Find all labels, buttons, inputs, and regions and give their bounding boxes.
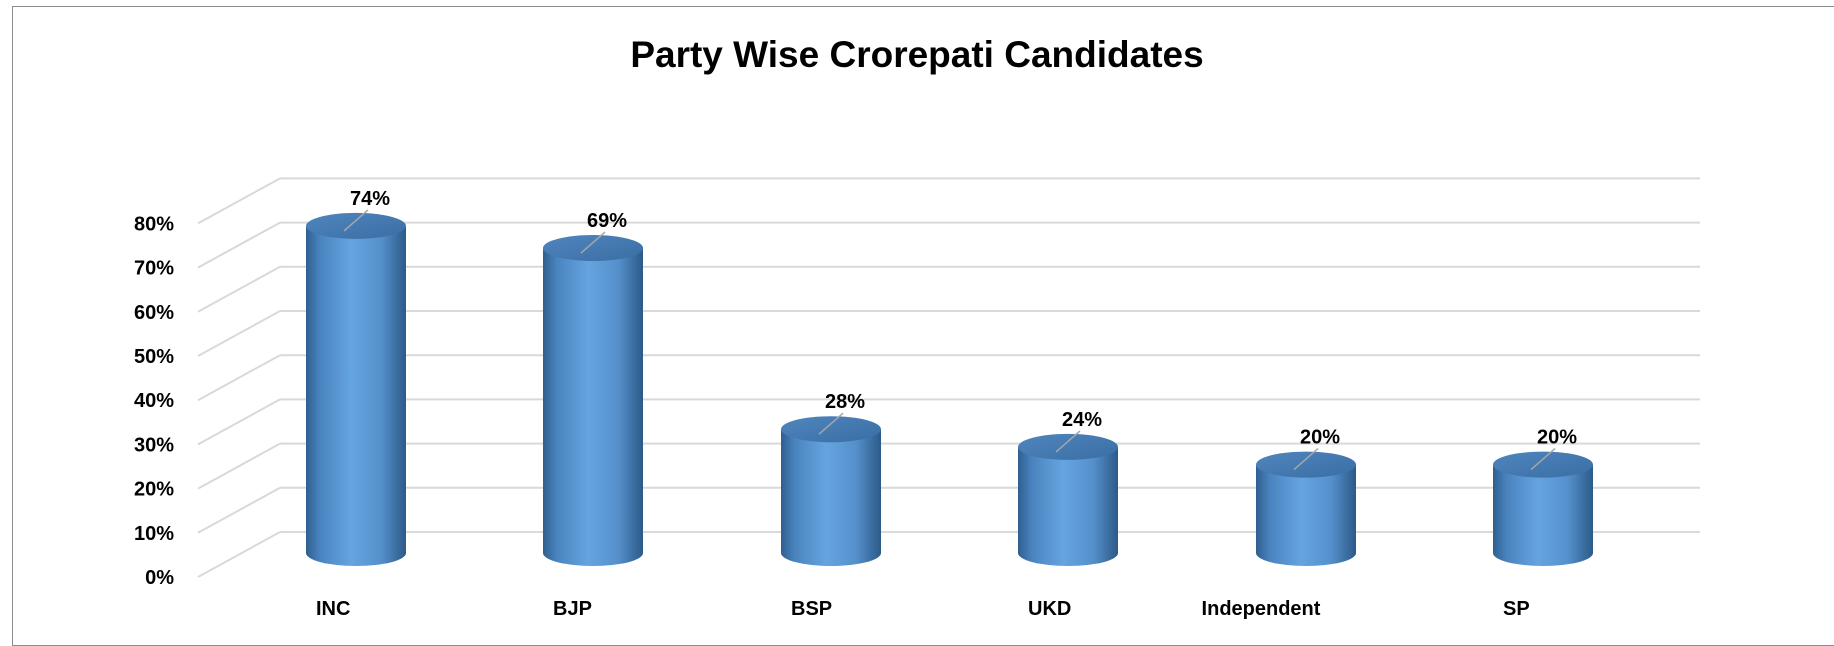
gridline-depth — [197, 442, 281, 490]
data-label: 20% — [1300, 427, 1340, 449]
x-tick-label: SP — [1503, 598, 1530, 620]
y-tick-label: 30% — [134, 434, 174, 456]
bar-bjp — [543, 235, 643, 566]
y-tick-label: 0% — [145, 567, 174, 589]
bar-top — [781, 416, 881, 443]
data-label: 20% — [1537, 427, 1577, 449]
data-label-leader — [1055, 430, 1081, 453]
bar-body — [1018, 446, 1118, 566]
y-tick-label: 70% — [134, 258, 174, 280]
data-label: 69% — [587, 210, 627, 232]
bar-top — [1018, 433, 1118, 460]
bar-body — [543, 248, 643, 566]
bar-top — [306, 212, 406, 239]
gridline-depth — [197, 531, 281, 578]
bar-top — [543, 235, 643, 262]
data-label: 74% — [350, 188, 390, 210]
bar-body — [1493, 464, 1593, 566]
x-tick-label: INC — [316, 598, 350, 620]
x-tick-label: BSP — [791, 598, 832, 620]
data-label-leader — [818, 412, 844, 435]
y-tick-label: 40% — [134, 390, 174, 412]
gridline-depth — [197, 310, 281, 357]
x-tick-label: Independent — [1202, 598, 1321, 620]
bar-top — [1256, 451, 1356, 478]
bar-body — [781, 429, 881, 566]
gridline-depth — [197, 354, 281, 402]
data-label: 28% — [825, 391, 865, 413]
bar-top — [1493, 451, 1593, 478]
y-tick-label: 50% — [134, 346, 174, 368]
bar-body — [1256, 464, 1356, 566]
chart-title: Party Wise Crorepati Candidates — [630, 34, 1204, 75]
x-tick-label: BJP — [553, 598, 592, 620]
bar-bsp — [781, 416, 881, 566]
x-tick-label: UKD — [1028, 598, 1071, 620]
data-label-leader — [343, 209, 369, 232]
data-label-leader — [1530, 448, 1556, 471]
y-tick-label: 60% — [134, 302, 174, 324]
bar-body — [306, 225, 406, 567]
gridline-depth — [197, 398, 281, 446]
y-tick-label: 80% — [134, 213, 174, 235]
bar-sp — [1493, 451, 1593, 566]
data-label-leader — [1293, 448, 1319, 471]
y-tick-label: 10% — [134, 523, 174, 545]
gridline-depth — [197, 177, 281, 225]
bar-independent — [1256, 451, 1356, 566]
bar-ukd — [1018, 433, 1118, 566]
bar-inc — [306, 212, 406, 567]
data-label: 24% — [1062, 409, 1102, 431]
gridline-depth — [197, 265, 281, 313]
data-label-leader — [580, 231, 606, 254]
gridline-depth — [197, 221, 281, 269]
y-tick-label: 20% — [134, 479, 174, 501]
gridline-depth — [197, 486, 281, 534]
